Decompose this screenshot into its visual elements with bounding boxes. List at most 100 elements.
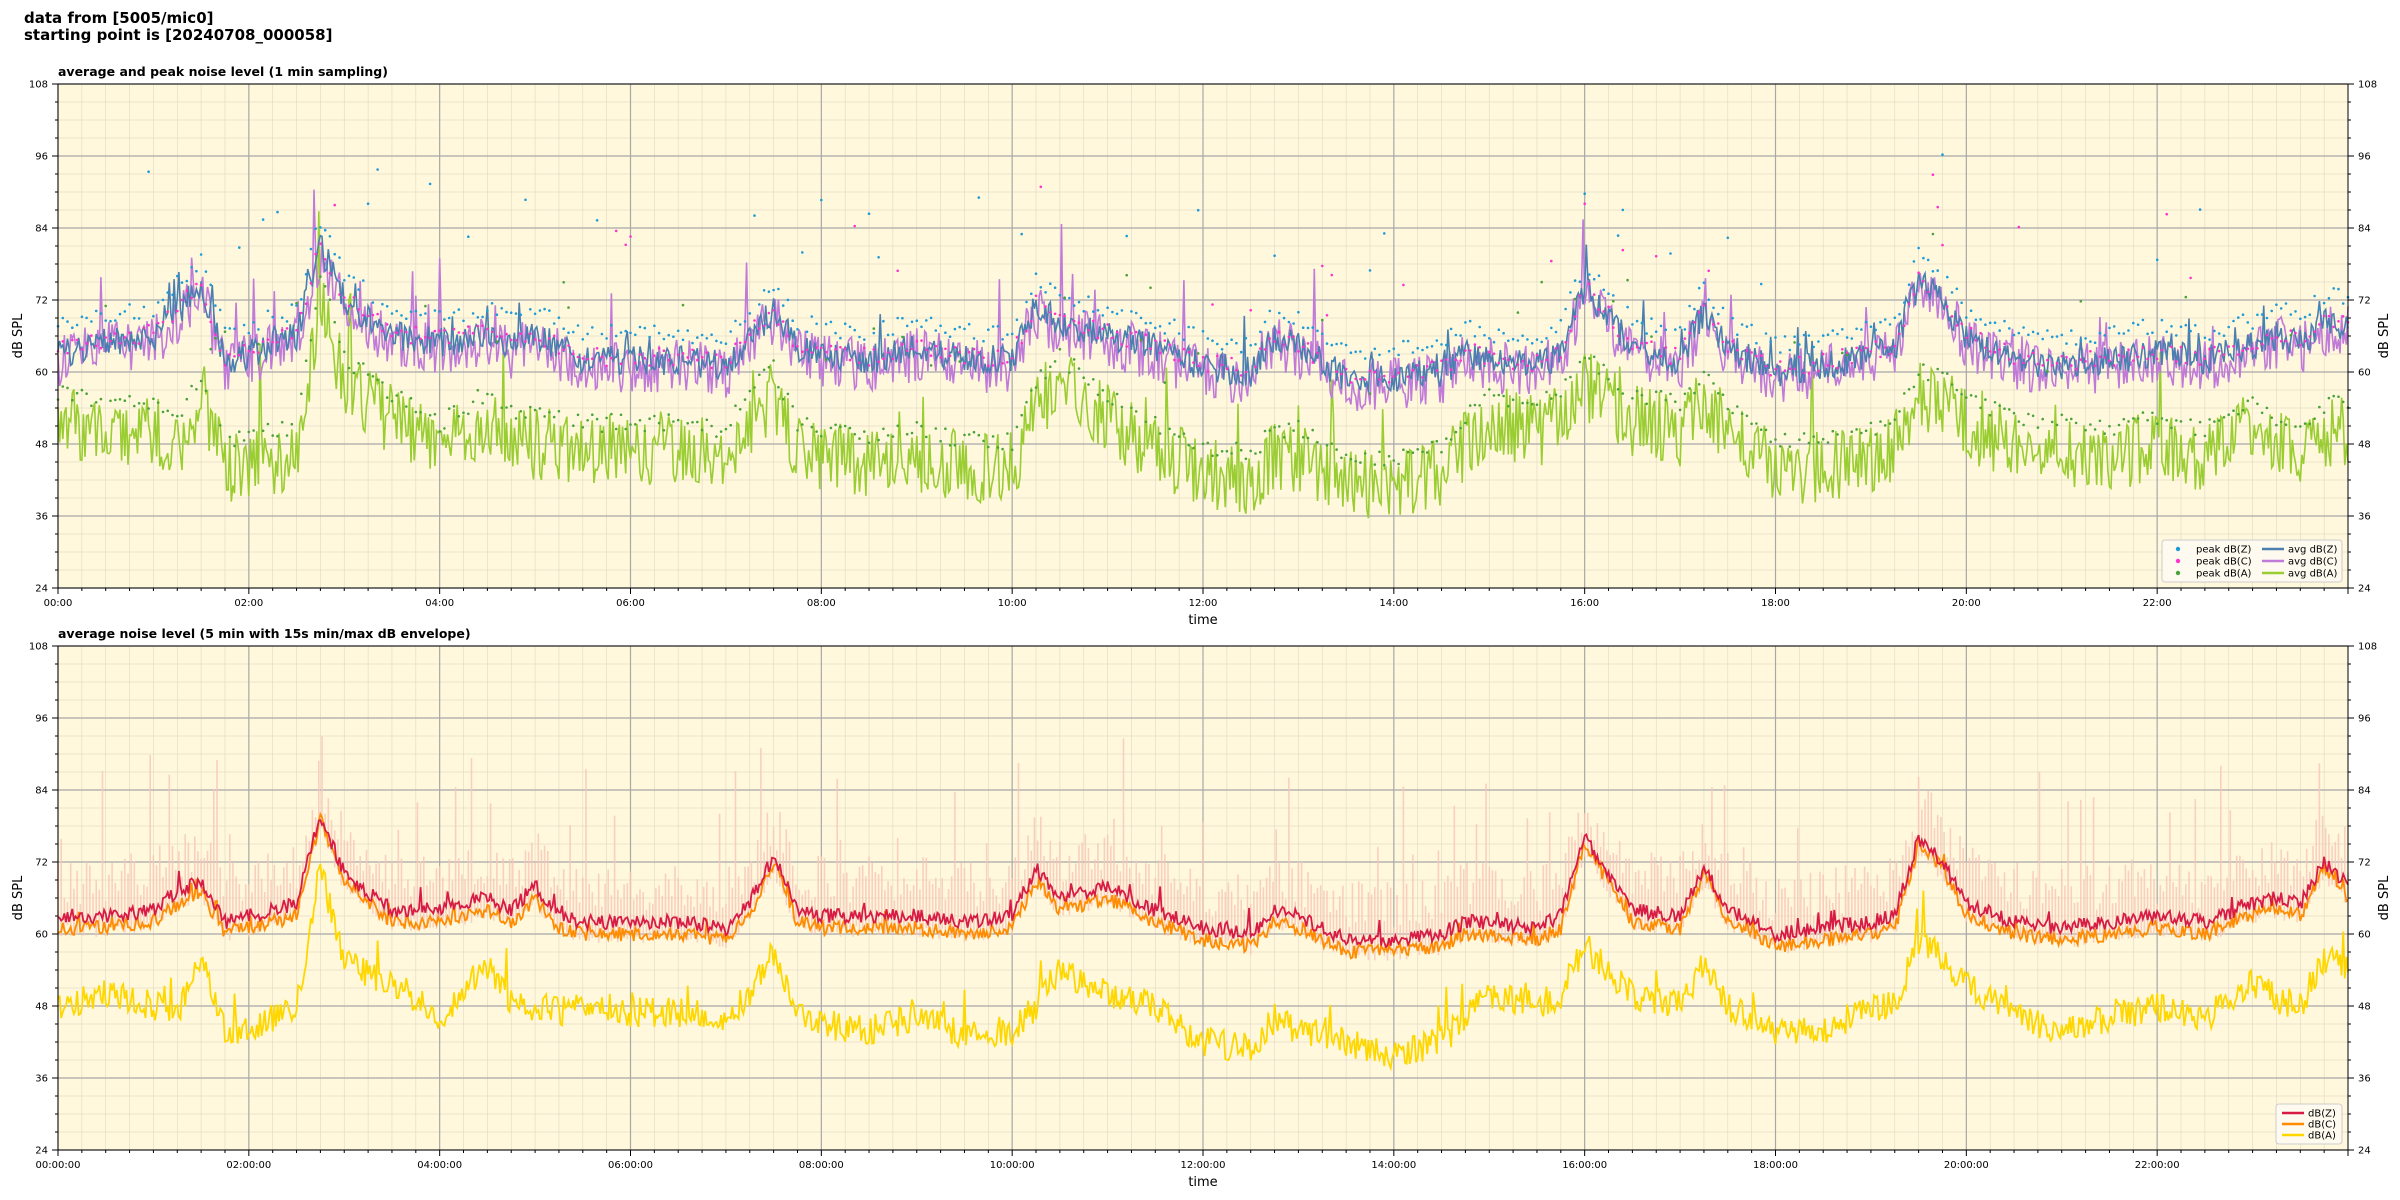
- peak-point: [643, 356, 647, 360]
- peak-point: [1821, 352, 1825, 356]
- peak-point: [605, 364, 608, 368]
- peak-point: [2275, 423, 2278, 427]
- peak-point: [1573, 279, 1577, 282]
- peak-point: [691, 341, 694, 345]
- legend-box: [2161, 539, 2343, 583]
- y-tick-label-right: 24: [2358, 1146, 2371, 1157]
- peak-point: [156, 401, 160, 404]
- x-tick-label: 02:00:00: [226, 1160, 271, 1171]
- peak-point: [2318, 307, 2321, 311]
- peak-point: [1006, 360, 1009, 364]
- peak-point: [1845, 353, 1849, 357]
- peak-point: [1297, 350, 1300, 353]
- peak-point: [2179, 345, 2183, 349]
- peak-point: [1831, 429, 1835, 433]
- peak-point: [1950, 315, 1954, 318]
- peak-point: [1325, 314, 1329, 317]
- peak-point: [1769, 440, 1772, 444]
- peak-point: [1726, 236, 1730, 240]
- peak-point: [958, 360, 961, 363]
- peak-point: [2141, 346, 2145, 350]
- peak-point: [915, 340, 919, 343]
- peak-point: [638, 353, 642, 356]
- peak-point: [591, 357, 594, 361]
- peak-point: [1158, 432, 1162, 435]
- peak-point: [1316, 351, 1319, 355]
- peak-point: [405, 405, 408, 408]
- peak-point: [572, 424, 575, 428]
- y-tick-label: 72: [35, 858, 48, 869]
- peak-point: [676, 329, 680, 333]
- peak-point: [667, 413, 670, 416]
- peak-point: [920, 424, 923, 428]
- peak-point: [1712, 382, 1715, 385]
- peak-point: [2294, 310, 2297, 313]
- x-tick-label: 16:00:00: [1562, 1160, 1607, 1171]
- peak-point: [1187, 325, 1190, 329]
- x-tick-label: 12:00: [1189, 598, 1218, 609]
- peak-point: [1578, 280, 1582, 284]
- peak-point: [2332, 325, 2335, 329]
- peak-point: [1278, 311, 1281, 315]
- peak-point: [1287, 335, 1291, 339]
- peak-point: [166, 291, 169, 294]
- peak-point: [1850, 337, 1854, 340]
- y-tick-label-right: 60: [2358, 368, 2371, 379]
- peak-point: [1402, 448, 1405, 452]
- peak-point: [1311, 361, 1314, 364]
- peak-point: [147, 170, 150, 173]
- peak-point: [1554, 346, 1558, 350]
- peak-point: [653, 414, 656, 418]
- peak-point: [1693, 391, 1696, 395]
- peak-point: [1507, 404, 1510, 408]
- x-tick-label: 10:00: [998, 598, 1027, 609]
- peak-point: [552, 322, 556, 325]
- peak-point: [462, 319, 465, 323]
- peak-point: [1693, 321, 1696, 324]
- peak-point: [1659, 355, 1663, 358]
- peak-point: [1869, 325, 1873, 329]
- peak-point: [1965, 316, 1968, 319]
- peak-point: [1144, 420, 1148, 424]
- peak-point: [605, 416, 608, 420]
- peak-point: [1182, 432, 1186, 436]
- peak-point: [2031, 414, 2035, 418]
- peak-point: [1736, 333, 1739, 337]
- peak-point: [1216, 342, 1219, 346]
- peak-point: [958, 325, 961, 329]
- x-axis: 00:00 02:00 04:00 06:00 08:00 10:00 12:00 14:00…: [44, 588, 2349, 609]
- peak-point: [1049, 365, 1052, 369]
- peak-point: [1564, 378, 1567, 381]
- y-tick-label-right: 48: [2358, 1002, 2371, 1013]
- x-tick-label: 12:00:00: [1181, 1160, 1226, 1171]
- peak-point: [2303, 422, 2307, 425]
- peak-point: [824, 322, 828, 326]
- peak-point: [2070, 364, 2073, 367]
- peak-point: [1955, 324, 1959, 327]
- peak-point: [1922, 363, 1925, 366]
- peak-point: [1225, 342, 1229, 346]
- peak-point: [1774, 438, 1777, 441]
- x-tick-label: 20:00: [1952, 598, 1981, 609]
- peak-point: [1096, 393, 1100, 397]
- peak-point: [2194, 324, 2197, 327]
- peak-point: [1349, 351, 1353, 355]
- peak-point: [2232, 319, 2235, 323]
- peak-point: [1001, 362, 1004, 365]
- peak-point: [1645, 332, 1648, 335]
- peak-point: [414, 410, 418, 414]
- peak-point: [1406, 375, 1410, 379]
- peak-point: [405, 317, 408, 321]
- peak-point: [1831, 329, 1835, 332]
- peak-point: [1488, 337, 1491, 340]
- peak-point: [238, 246, 241, 249]
- peak-point: [2027, 333, 2030, 337]
- legend: dB(Z)dB(C)dB(A): [2275, 1103, 2343, 1145]
- peak-point: [743, 320, 747, 323]
- peak-point: [343, 279, 346, 282]
- peak-point: [1072, 304, 1076, 307]
- peak-point: [882, 427, 885, 431]
- peak-point: [1406, 450, 1410, 454]
- peak-point: [1674, 400, 1677, 404]
- peak-point: [204, 389, 208, 393]
